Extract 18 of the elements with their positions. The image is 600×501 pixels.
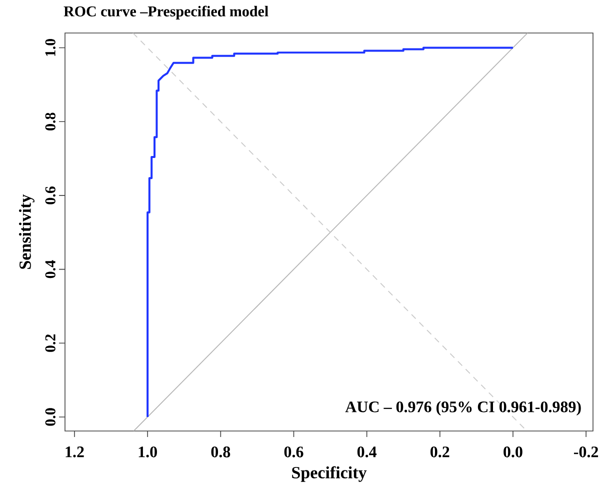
x-tick-label: -0.2 <box>574 446 598 458</box>
x-axis-title: Specificity <box>292 466 367 482</box>
x-tick-label: 0.4 <box>357 446 377 458</box>
annotation: AUC – 0.976 (95% CI 0.961-0.989) <box>345 401 581 416</box>
y-tick-label: 0.8 <box>45 112 56 130</box>
x-tick-label: 1.0 <box>138 446 157 458</box>
x-tick-label: 0.0 <box>504 446 522 458</box>
y-tick-label: 0.0 <box>45 408 56 426</box>
chart-title: ROC curve –Prespecified model <box>64 6 268 20</box>
x-tick-label: 0.8 <box>211 446 230 458</box>
x-tick-label: 0.6 <box>284 446 304 458</box>
y-tick-label: 1.0 <box>45 38 56 56</box>
y-tick-label: 0.4 <box>45 260 56 278</box>
x-tick-label: 0.2 <box>430 446 450 458</box>
x-tick-label: 1.2 <box>66 446 84 458</box>
y-axis-title: Sensitivity <box>18 194 34 269</box>
y-tick-label: 0.6 <box>45 186 56 204</box>
y-tick-label: 0.2 <box>45 334 56 352</box>
